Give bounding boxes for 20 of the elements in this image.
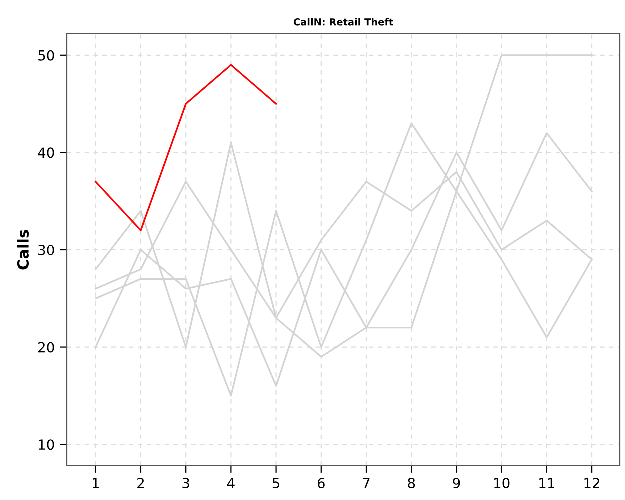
y-tick-label: 40	[38, 148, 54, 158]
y-tick-label: 20	[38, 342, 54, 353]
y-tick-label: 30	[38, 244, 54, 256]
chart-title: CallN: Retail Theft	[294, 18, 394, 26]
x-tick-label: 12	[584, 478, 600, 488]
x-tick-label: 4	[227, 478, 235, 488]
x-tick-label: 5	[272, 478, 280, 489]
x-tick-label: 2	[138, 478, 144, 488]
x-tick-label: 10	[494, 478, 510, 489]
x-tick-label: 11	[540, 478, 554, 488]
x-tick-label: 7	[363, 478, 370, 488]
x-tick-label: 3	[182, 478, 190, 489]
x-tick-label: 9	[453, 478, 460, 489]
line-series	[95, 64, 278, 232]
x-tick-label: 8	[408, 478, 416, 489]
x-tick-label: 6	[318, 478, 325, 489]
y-tick-label: 10	[39, 440, 54, 450]
x-tick-label: 1	[92, 478, 100, 488]
y-tick-label: 50	[38, 50, 54, 61]
y-axis-title: Calls	[17, 230, 30, 270]
